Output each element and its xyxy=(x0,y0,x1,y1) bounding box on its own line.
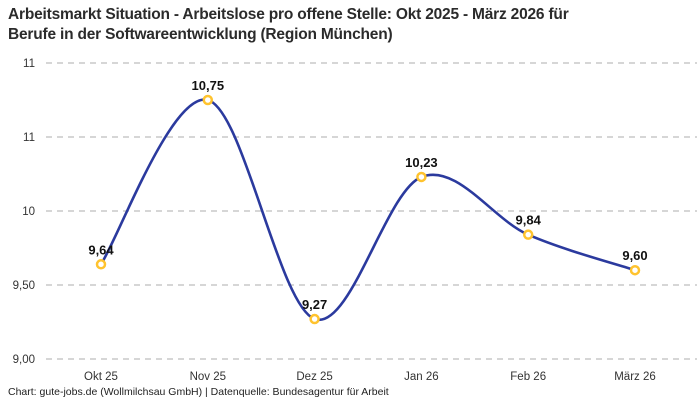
y-tick-label: 10 xyxy=(22,206,35,218)
data-point-label: 9,60 xyxy=(622,248,647,263)
data-point-label: 9,64 xyxy=(88,242,114,257)
data-point-marker xyxy=(95,259,107,270)
x-tick-label: Okt 25 xyxy=(84,371,118,383)
data-point-label: 10,75 xyxy=(192,78,225,93)
x-tick-label: Jan 26 xyxy=(404,371,439,383)
x-tick-label: März 26 xyxy=(614,371,656,383)
data-point-marker xyxy=(202,94,214,106)
data-point-marker xyxy=(416,171,427,183)
data-point-label: 9,84 xyxy=(516,213,542,228)
y-tick-label: 9,50 xyxy=(13,280,35,292)
x-tick-label: Nov 25 xyxy=(190,371,226,383)
data-point-label: 10,23 xyxy=(405,155,438,170)
data-point-marker xyxy=(629,264,641,276)
data-point-marker xyxy=(309,313,320,325)
series-line xyxy=(99,98,637,321)
x-tick-label: Dez 25 xyxy=(296,371,332,383)
chart-title: Arbeitsmarkt Situation - Arbeitslose pro… xyxy=(8,5,684,44)
chart-title-line-2: Berufe in der Softwareentwicklung (Regio… xyxy=(8,25,393,43)
y-tick-label: 9,00 xyxy=(13,354,35,366)
data-point-marker xyxy=(522,229,534,240)
x-tick-label: Feb 26 xyxy=(510,371,546,383)
y-tick-label: 11 xyxy=(23,132,35,144)
chart-title-line-1: Arbeitsmarkt Situation - Arbeitslose pro… xyxy=(8,6,569,23)
data-point-label: 9,27 xyxy=(302,297,327,312)
footer-credit: Chart: gute-jobs.de (Wollmilchsau GmbH) … xyxy=(8,386,389,398)
y-tick-label: 11 xyxy=(23,58,35,70)
